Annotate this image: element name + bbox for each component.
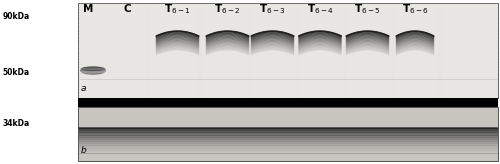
Text: 50kDa: 50kDa (2, 68, 30, 77)
Text: 90kDa: 90kDa (2, 12, 30, 21)
Text: $\mathbf{C}$: $\mathbf{C}$ (123, 2, 132, 14)
Text: a: a (81, 84, 86, 93)
Text: $\mathbf{T}_{6-2}$: $\mathbf{T}_{6-2}$ (214, 2, 241, 16)
Ellipse shape (80, 67, 106, 71)
Text: $\mathbf{T}_{6-3}$: $\mathbf{T}_{6-3}$ (259, 2, 286, 16)
Text: $\mathbf{M}$: $\mathbf{M}$ (82, 2, 93, 14)
Text: $\mathbf{T}_{6-6}$: $\mathbf{T}_{6-6}$ (402, 2, 428, 16)
Text: $\mathbf{T}_{6-4}$: $\mathbf{T}_{6-4}$ (306, 2, 334, 16)
Text: $\mathbf{T}_{6-5}$: $\mathbf{T}_{6-5}$ (354, 2, 381, 16)
Bar (78, 107, 498, 161)
Bar (78, 3, 498, 98)
Text: 34kDa: 34kDa (2, 119, 30, 127)
Text: $\mathbf{T}_{6-1}$: $\mathbf{T}_{6-1}$ (164, 2, 191, 16)
Bar (78, 98, 498, 107)
Text: b: b (81, 146, 87, 155)
Ellipse shape (80, 66, 106, 75)
